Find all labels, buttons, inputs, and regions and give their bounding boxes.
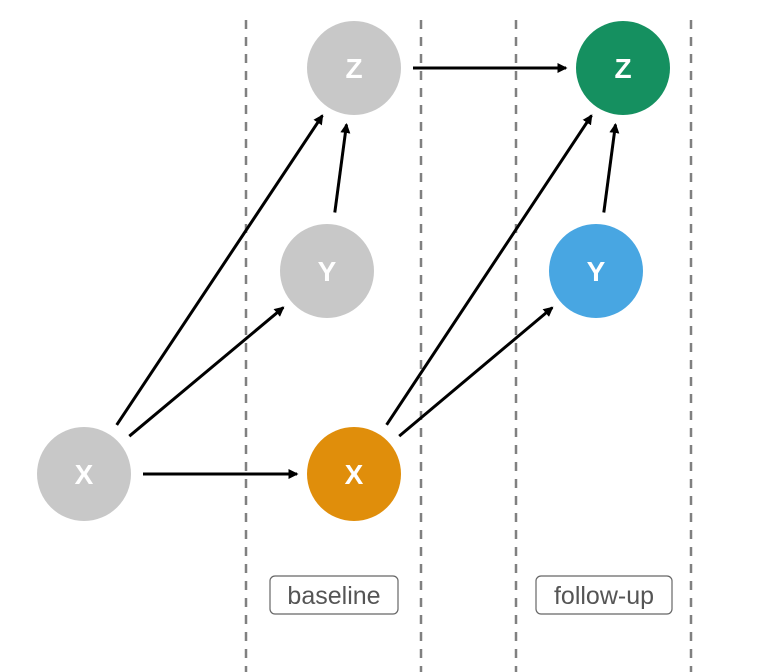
node-label: Y [587,256,606,287]
period-label-text: follow-up [554,582,654,610]
period-label-box [535,575,673,615]
node-circle [280,224,374,318]
node-x_base: X [307,427,401,521]
node-x_pre: X [37,427,131,521]
edge-x_base-to-z_follow [385,114,593,426]
node-circle [37,427,131,521]
period-label-baseline: baseline [269,575,399,615]
nodes: X X Y Z Y Z [37,21,670,521]
node-label: X [75,459,94,490]
period-label-follow-up: follow-up [535,575,673,615]
node-label: Z [345,53,362,84]
node-label: Y [318,256,337,287]
node-label: Z [614,53,631,84]
node-y_base: Y [280,224,374,318]
period-dividers [244,20,693,672]
edge-y_base-to-z_base [333,123,351,213]
edge-y_follow-to-z_follow [602,123,620,213]
node-z_base: Z [307,21,401,115]
edge-x_base-to-y_follow [398,306,554,438]
node-y_follow: Y [549,224,643,318]
node-label: X [345,459,364,490]
edges [115,63,620,479]
period-label-text: baseline [287,582,380,610]
period-label-box [269,575,399,615]
node-circle [576,21,670,115]
node-circle [549,224,643,318]
node-circle [307,427,401,521]
node-z_follow: Z [576,21,670,115]
edge-x_pre-to-y_base [128,306,285,438]
edge-x_pre-to-z_base [115,114,324,426]
node-circle [307,21,401,115]
